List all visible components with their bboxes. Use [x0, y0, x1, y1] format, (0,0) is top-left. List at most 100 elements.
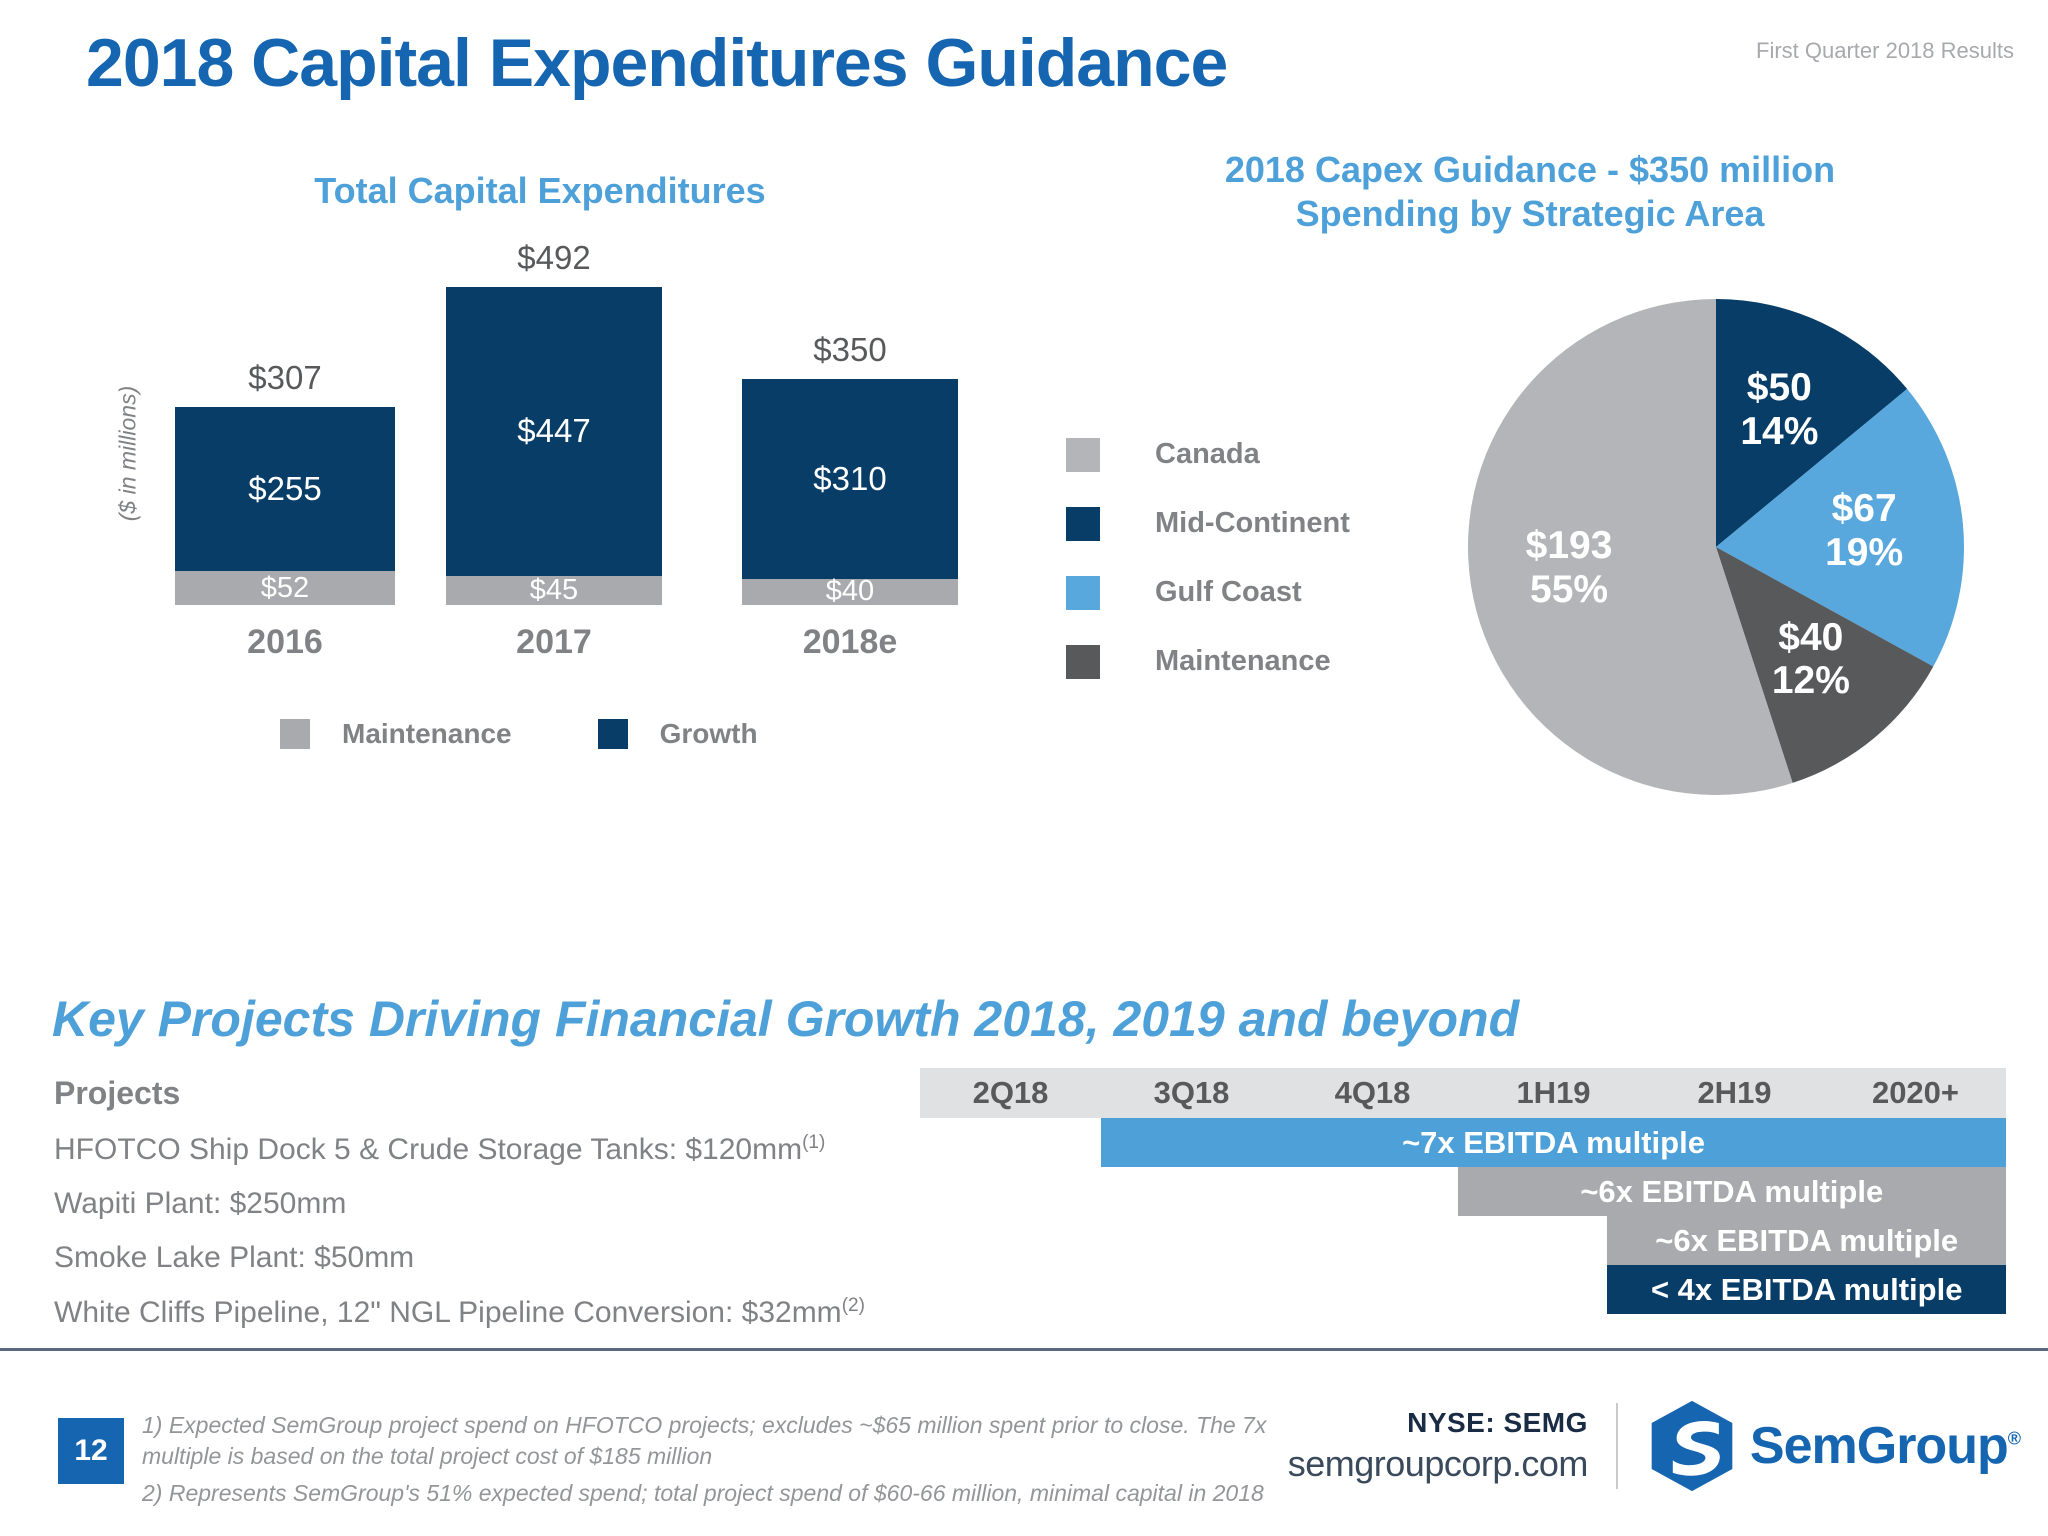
legend-swatch-icon — [1066, 644, 1100, 679]
pie-slice-percent: 19% — [1825, 530, 1904, 574]
pie-legend-item: Maintenance — [1066, 627, 1350, 696]
bar-total-label: $492 — [517, 239, 591, 276]
legend-swatch-icon — [1066, 437, 1100, 472]
pie-legend-label: Mid-Continent — [1155, 507, 1350, 539]
company-website[interactable]: semgroupcorp.com — [1287, 1443, 1589, 1484]
project-list-item: Smoke Lake Plant: $50mm — [54, 1241, 934, 1275]
pie-slice-label: $193 55% — [1499, 524, 1639, 611]
pie-chart-legend: Canada Mid-Continent Gulf Coast Maintenance — [1066, 420, 1350, 696]
semgroup-wordmark: SemGroup® — [1749, 1417, 2021, 1475]
legend-swatch-icon — [1066, 506, 1100, 541]
timeline-track: < 4x EBITDA multiple — [920, 1265, 2006, 1314]
pie-slice-label: $40 12% — [1741, 616, 1881, 703]
timeline-bar: ~6x EBITDA multiple — [1607, 1216, 2006, 1265]
bar-total-label: $350 — [813, 330, 887, 368]
ticker-column: NYSE: SEMG semgroupcorp.com — [1288, 1407, 1616, 1485]
pie-svg — [1467, 299, 1964, 795]
pie-slice — [1716, 547, 1934, 783]
timeline-track: ~6x EBITDA multiple — [920, 1216, 2006, 1265]
bar-legend-label: Maintenance — [342, 718, 512, 749]
bar-legend-item: Maintenance — [280, 718, 512, 750]
bar-group: $307 $255 $52 2016 — [175, 359, 395, 661]
timeline-bar: < 4x EBITDA multiple — [1607, 1265, 2006, 1314]
bar-category-label: 2017 — [516, 623, 592, 661]
pie-slice-percent: 12% — [1771, 659, 1850, 703]
pie-legend-label: Gulf Coast — [1155, 576, 1302, 608]
footnote-text: 2) Represents SemGroup's 51% expected sp… — [142, 1479, 1264, 1506]
project-label: HFOTCO Ship Dock 5 & Crude Storage Tanks… — [54, 1133, 803, 1166]
pie-slice — [1716, 299, 1908, 547]
bar-legend-label: Growth — [659, 718, 758, 749]
project-timeline: 2Q18 3Q18 4Q18 1H19 2H19 2020+ ~7x EBITDA mul… — [920, 1068, 2006, 1314]
bar-segment-growth: $255 — [175, 406, 395, 572]
key-projects-heading: Key Projects Driving Financial Growth 20… — [52, 991, 1520, 1047]
timeline-period-header: 1H19 — [1516, 1075, 1591, 1110]
timeline-header-row: 2Q18 3Q18 4Q18 1H19 2H19 2020+ — [920, 1068, 2006, 1118]
pie-chart-heading: 2018 Capex Guidance - $350 million Spend… — [1120, 148, 1940, 237]
pie-slice-value: $40 — [1778, 615, 1844, 659]
page-title: 2018 Capital Expenditures Guidance — [86, 25, 1228, 101]
bar-total-label: $307 — [248, 358, 322, 396]
footnotes: 1) Expected SemGroup project spend on HF… — [142, 1410, 1322, 1514]
timeline-period-header: 4Q18 — [1334, 1075, 1411, 1110]
bar-segment-maintenance: $45 — [446, 574, 662, 606]
pie-legend-label: Maintenance — [1155, 645, 1331, 677]
project-list-item: White Cliffs Pipeline, 12" NGL Pipeline … — [54, 1295, 934, 1330]
timeline-bars: ~7x EBITDA multiple ~6x EBITDA multiple ~6… — [920, 1118, 2006, 1314]
pie-slice-percent: 55% — [1530, 567, 1609, 611]
pie-chart-heading-line2: Spending by Strategic Area — [1295, 193, 1765, 235]
project-label: Wapiti Plant: $250mm — [54, 1187, 347, 1220]
semgroup-logo: SemGroup® — [1644, 1398, 2021, 1494]
bar-chart-y-axis-label: ($ in millions) — [114, 385, 141, 522]
header-subtitle: First Quarter 2018 Results — [1756, 38, 2014, 63]
legend-swatch-icon — [280, 719, 310, 749]
registered-trademark-icon: ® — [2007, 1428, 2021, 1449]
timeline-period-header: 3Q18 — [1153, 1075, 1230, 1110]
page-number-badge: 12 — [58, 1418, 124, 1484]
timeline-track: ~6x EBITDA multiple — [920, 1167, 2006, 1216]
bar-segment-maintenance: $40 — [742, 575, 958, 607]
timeline-track: ~7x EBITDA multiple — [920, 1118, 2006, 1167]
bar-segment-growth: $310 — [742, 378, 958, 579]
footer-divider — [0, 1348, 2048, 1351]
pie-slice-value: $50 — [1746, 366, 1812, 410]
bar-group: $492 $447 $45 2017 — [446, 239, 662, 661]
pie-legend-item: Mid-Continent — [1066, 489, 1350, 558]
company-logo-block: NYSE: SEMG semgroupcorp.com SemGroup® — [1288, 1398, 2021, 1494]
pie-slice-value: $193 — [1525, 524, 1613, 568]
projects-column-header: Projects — [54, 1075, 181, 1111]
project-list-item: HFOTCO Ship Dock 5 & Crude Storage Tanks… — [54, 1132, 934, 1167]
timeline-period-header: 2H19 — [1697, 1075, 1772, 1110]
timeline-bar: ~7x EBITDA multiple — [1101, 1118, 2006, 1167]
project-label: Smoke Lake Plant: $50mm — [54, 1241, 415, 1274]
pie-legend-label: Canada — [1155, 438, 1260, 470]
project-list-item: Wapiti Plant: $250mm — [54, 1187, 934, 1221]
stock-ticker: NYSE: SEMG — [1407, 1407, 1588, 1438]
pie-slice — [1467, 299, 1793, 795]
capital-expenditures-bar-chart: ($ in millions) $307 $255 $52 2016 $492 $447 $… — [100, 239, 960, 670]
bar-legend-item: Growth — [597, 718, 758, 750]
bar-group: $350 $310 $40 2018e — [742, 331, 958, 661]
pie-slice — [1716, 388, 1964, 667]
capex-by-strategic-area-pie-chart: $50 14% $67 19% $40 12% $193 55% — [1466, 297, 1966, 797]
bar-chart-legend: Maintenance Growth — [280, 718, 758, 750]
legend-swatch-icon — [1066, 575, 1100, 610]
pie-slice-label: $50 14% — [1709, 366, 1849, 453]
pie-chart-heading-line1: 2018 Capex Guidance - $350 million — [1224, 149, 1836, 190]
semgroup-mark-icon — [1651, 1400, 1733, 1492]
logo-divider — [1615, 1403, 1618, 1489]
bar-category-label: 2018e — [802, 622, 898, 661]
pie-slice-percent: 14% — [1740, 410, 1819, 454]
project-footnote-marker: (2) — [841, 1295, 865, 1316]
bar-segment-maintenance: $52 — [175, 571, 395, 605]
pie-slice-label: $67 19% — [1794, 487, 1934, 574]
bar-chart-heading: Total Capital Expenditures — [314, 170, 766, 211]
bar-category-label: 2016 — [247, 622, 323, 661]
projects-list: Projects HFOTCO Ship Dock 5 & Crude Stor… — [54, 1075, 934, 1350]
pie-legend-item: Gulf Coast — [1066, 558, 1350, 627]
timeline-period-header: 2020+ — [1871, 1075, 1960, 1110]
bar-segment-growth: $447 — [446, 287, 662, 576]
project-footnote-marker: (1) — [802, 1132, 826, 1153]
legend-swatch-icon — [597, 719, 628, 749]
timeline-bar: ~6x EBITDA multiple — [1457, 1167, 2006, 1216]
